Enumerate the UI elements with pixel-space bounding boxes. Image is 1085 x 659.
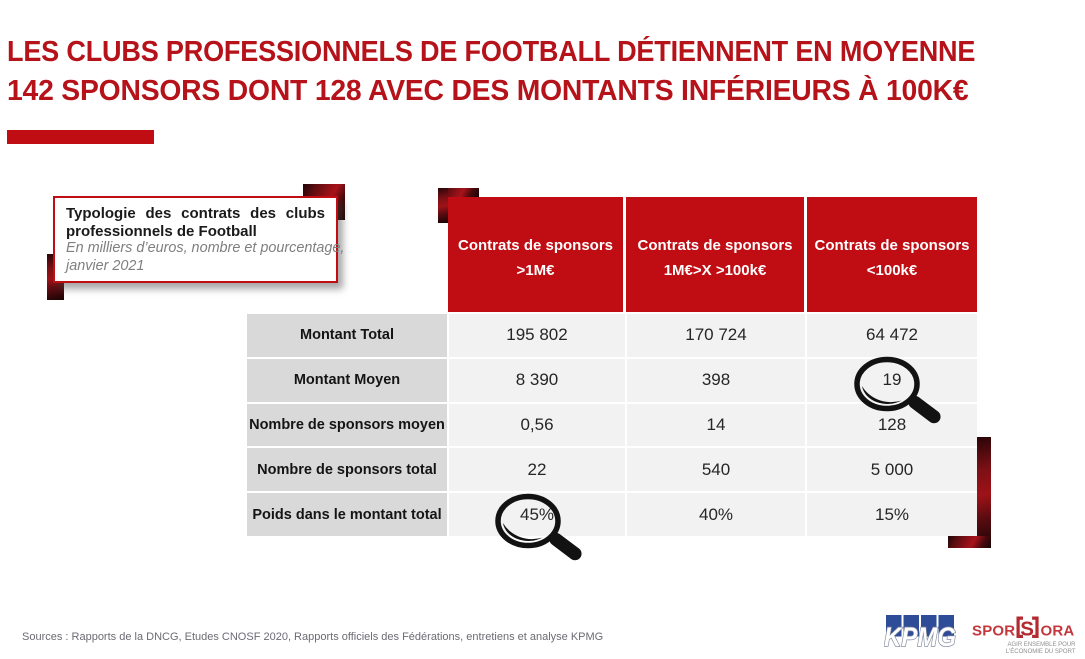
svg-text:AGIR ENSEMBLE POUR: AGIR ENSEMBLE POUR	[1007, 642, 1076, 648]
table-column-header-3-line-1: Contrats de sponsors	[814, 236, 970, 254]
table-column-header-2-line-2: 1M€>X >100k€	[663, 261, 767, 279]
table-cell: 540	[627, 448, 805, 492]
table-column-header-2: Contrats de sponsors 1M€>X >100k€	[626, 197, 804, 312]
table-cell: 19	[807, 358, 977, 402]
page-title-line-1: LES CLUBS PROFESSIONNELS DE FOOTBALL DÉT…	[7, 36, 976, 68]
table-column-header-1: Contrats de sponsors >1M€	[448, 197, 623, 312]
svg-text:SPOR: SPOR	[972, 623, 1015, 640]
table-row-label: Montant Moyen	[247, 358, 447, 402]
callout-subtitle-line-2: janvier 2021	[66, 257, 145, 274]
table-row-label: Poids dans le montant total	[247, 493, 447, 536]
table-cell: 398	[627, 358, 805, 402]
callout-heading-line-1: Typologie des contrats des clubs	[66, 205, 325, 222]
sporsora-logo: SPOR S ORA AGIR ENSEMBLE POUR L'ÉCONOMIE…	[972, 616, 1076, 654]
callout-box: Typologie des contrats des clubs profess…	[53, 196, 345, 283]
decoration-table-bottom-right-vertical	[977, 437, 991, 548]
table-row-label: Montant Total	[247, 314, 447, 357]
table-cell: 5 000	[807, 448, 977, 492]
title-accent-bar	[7, 130, 154, 144]
table-cell: 8 390	[449, 358, 625, 402]
svg-text:L'ÉCONOMIE DU SPORT: L'ÉCONOMIE DU SPORT	[1006, 648, 1076, 654]
decoration-header-top-left-vertical	[438, 188, 448, 223]
table-cell: 0,56	[449, 403, 625, 447]
callout-subtitle-line-1: En milliers d’euros, nombre et pourcenta…	[66, 240, 345, 257]
callout-heading-line-2: professionnels de Football	[66, 222, 257, 240]
table-cell: 22	[449, 448, 625, 492]
table-column-header-1-line-2: >1M€	[516, 261, 555, 279]
svg-text:ORA: ORA	[1041, 623, 1075, 640]
magnifier-icon-19	[854, 356, 941, 424]
table-cell: 14	[627, 403, 805, 447]
title-block: LES CLUBS PROFESSIONNELS DE FOOTBALL DÉT…	[7, 33, 1007, 110]
table-cell: 195 802	[449, 314, 625, 357]
magnifier-icon-45pct	[495, 493, 582, 561]
table-column-header-3-line-2: <100k€	[866, 261, 918, 279]
sources-note: Sources : Rapports de la DNCG, Etudes CN…	[22, 631, 604, 643]
table-cell: 64 472	[807, 314, 977, 357]
table-row-label: Nombre de sponsors total	[247, 448, 447, 492]
table-cell: 15%	[807, 493, 977, 536]
page-title-line-2: 142 SPONSORS DONT 128 AVEC DES MONTANTS …	[7, 74, 969, 107]
table-cell: 40%	[627, 493, 805, 536]
data-table: Montant Total 195 802 170 724 64 472 Mon…	[247, 314, 977, 536]
table-cell: 45%	[449, 493, 625, 536]
svg-text:KPMG: KPMG	[884, 622, 956, 648]
kpmg-logo: KPMG	[884, 615, 957, 648]
svg-text:S: S	[1020, 618, 1034, 641]
table-column-header-1-line-1: Contrats de sponsors	[457, 236, 614, 254]
decoration-table-bottom-right-horizontal	[948, 536, 991, 548]
callout-subtitle: En milliers d’euros, nombre et pourcenta…	[66, 240, 345, 275]
table-cell: 170 724	[627, 314, 805, 357]
callout-heading: Typologie des contrats des clubs profess…	[66, 205, 332, 240]
table-column-header-2-line-1: Contrats de sponsors	[637, 236, 793, 254]
table-row-label: Nombre de sponsors moyen	[247, 403, 447, 447]
decoration-header-top-left-horizontal	[438, 188, 479, 197]
table-column-header-3: Contrats de sponsors <100k€	[807, 197, 977, 312]
